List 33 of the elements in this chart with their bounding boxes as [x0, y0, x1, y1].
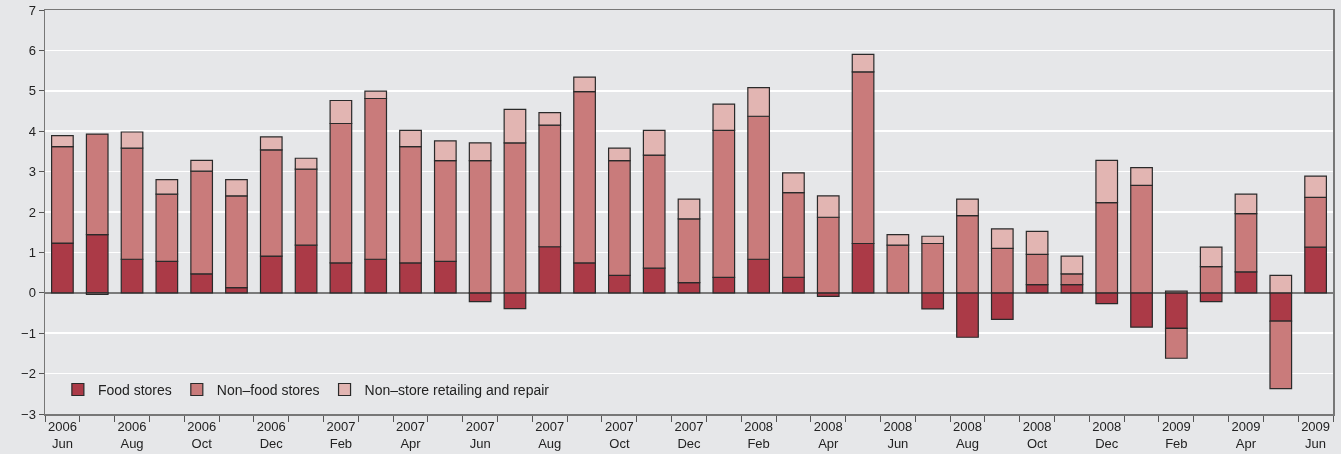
x-tick-label: 2006 Oct — [187, 419, 217, 451]
x-tick-label: 2009 Apr — [1231, 419, 1261, 451]
x-tick-label: 2007 Apr — [396, 419, 425, 451]
y-tick-label: 6 — [28, 42, 36, 58]
x-tick-label: 2008 Oct — [1022, 419, 1052, 451]
x-tick-label: 2008 Jun — [883, 419, 913, 451]
y-tick-label: 7 — [28, 2, 36, 18]
x-tick-label: 2007 Jun — [465, 419, 495, 451]
x-tick-label: 2007 Feb — [326, 419, 356, 451]
x-tick-label: 2007 Aug — [535, 419, 565, 451]
legend-label: Non–store retailing and repair — [364, 381, 550, 398]
x-tick-label: 2008 Apr — [813, 419, 843, 451]
x-tick-label: 2007 Oct — [604, 419, 634, 451]
y-tick-label: 1 — [28, 244, 36, 260]
legend-label: Non–food stores — [216, 381, 320, 398]
x-tick-label: 2009 Feb — [1161, 419, 1191, 451]
x-tick-label: 2008 Aug — [953, 419, 982, 451]
y-tick-label: 0 — [28, 285, 36, 301]
y-tick-label: 5 — [28, 83, 36, 99]
x-tick-label: 2007 Dec — [674, 419, 704, 451]
y-tick-label: 3 — [28, 164, 36, 180]
x-tick-label: 2006 Aug — [117, 419, 147, 451]
y-tick-label: −1 — [21, 325, 36, 341]
y-tick-label: 4 — [28, 123, 36, 139]
x-tick-label: 2009 Jun — [1301, 419, 1331, 451]
x-tick-label: 2006 Dec — [256, 419, 286, 451]
legend-label: Food stores — [97, 381, 172, 398]
y-tick-label: 2 — [28, 204, 36, 220]
y-tick-label: −2 — [21, 366, 36, 382]
x-tick-label: 2008 Dec — [1092, 419, 1122, 451]
x-tick-label: 2006 Jun — [47, 419, 77, 451]
y-tick-label: −3 — [21, 406, 36, 422]
x-tick-label: 2008 Feb — [744, 419, 774, 451]
